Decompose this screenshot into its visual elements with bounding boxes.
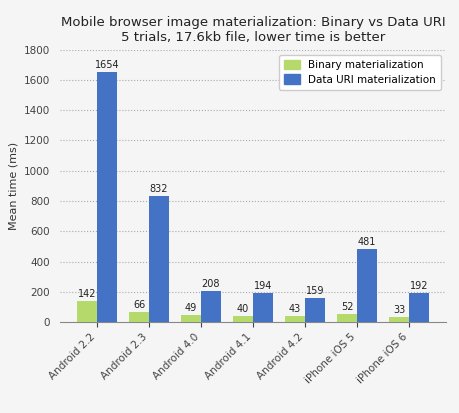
Y-axis label: Mean time (ms): Mean time (ms) [8,142,18,230]
Bar [356,249,376,322]
Text: 49: 49 [185,303,197,313]
Title: Mobile browser image materialization: Binary vs Data URI
5 trials, 17.6kb file, : Mobile browser image materialization: Bi… [61,16,444,44]
Bar [97,72,117,322]
Legend: Binary materialization, Data URI materialization: Binary materialization, Data URI materia… [278,55,440,90]
Bar [336,314,356,322]
Bar [388,317,408,322]
Text: 52: 52 [340,302,353,313]
Text: 66: 66 [133,300,145,310]
Text: 159: 159 [305,286,324,296]
Bar [149,196,168,322]
Bar [408,293,428,322]
Bar [285,316,304,322]
Text: 192: 192 [409,281,427,291]
Text: 43: 43 [288,304,301,314]
Text: 142: 142 [78,289,96,299]
Text: 40: 40 [236,304,249,314]
Bar [304,298,324,322]
Text: 208: 208 [201,279,220,289]
Bar [129,312,149,322]
Text: 194: 194 [253,281,271,291]
Bar [252,293,272,322]
Text: 33: 33 [392,305,404,316]
Text: 481: 481 [357,237,375,247]
Text: 1654: 1654 [95,60,119,70]
Bar [201,291,220,322]
Text: 832: 832 [149,184,168,195]
Bar [233,316,252,322]
Bar [181,315,201,322]
Bar [77,301,97,322]
